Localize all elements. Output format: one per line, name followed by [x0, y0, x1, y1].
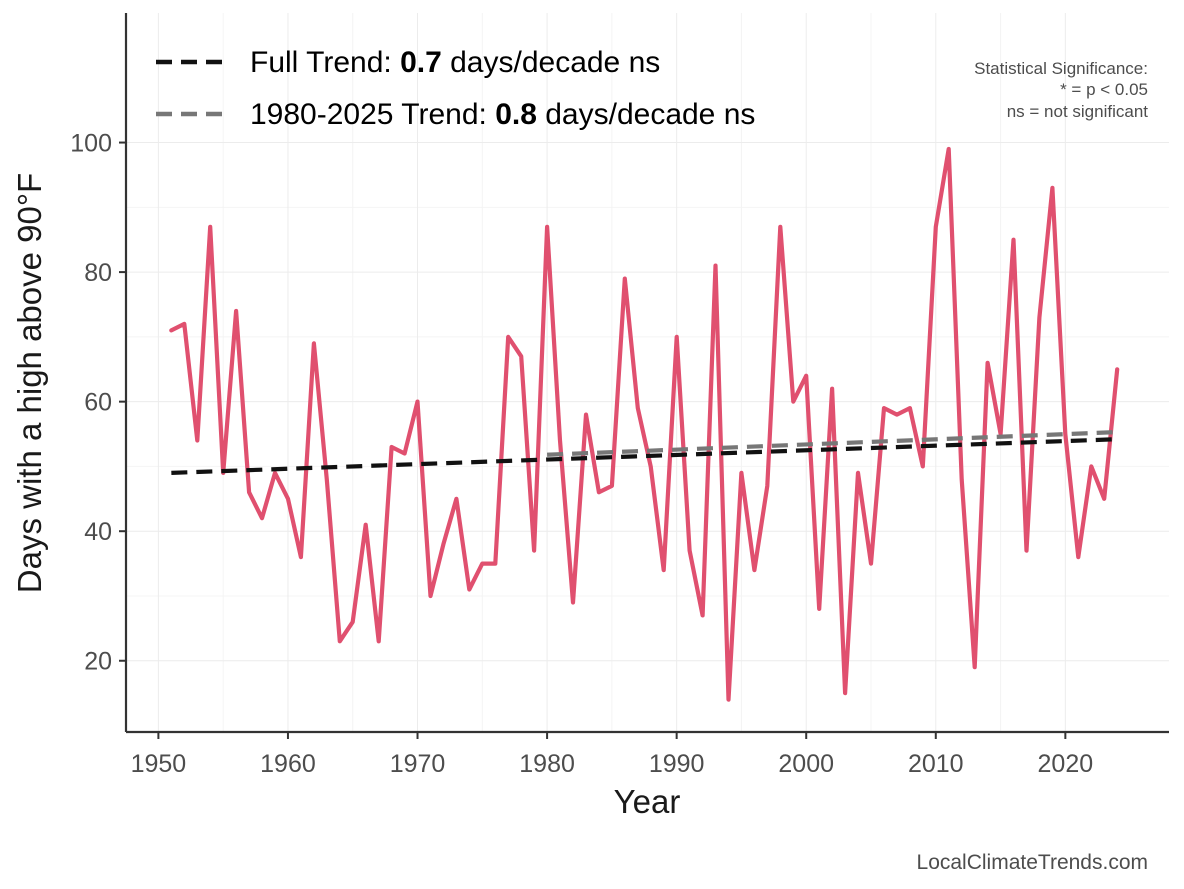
legend: Full Trend: 0.7 days/decade ns 1980-2025… [156, 46, 755, 131]
full-trend-line [171, 437, 1118, 475]
significance-star: * = p < 0.05 [1060, 80, 1148, 99]
y-tick-label: 100 [70, 130, 112, 158]
x-ticks: 1950 1960 1970 1980 1990 2000 2010 2020 [131, 732, 1094, 778]
legend-recent-trend-label: 1980-2025 Trend: 0.8 days/decade ns [250, 98, 755, 131]
y-axis-title: Days with a high above 90°F [11, 173, 48, 593]
x-tick-label: 2010 [908, 750, 964, 778]
x-axis-title: Year [614, 783, 681, 820]
y-tick-label: 40 [84, 518, 112, 546]
significance-title: Statistical Significance: [974, 59, 1148, 78]
y-tick-label: 20 [84, 648, 112, 676]
x-tick-label: 1980 [519, 750, 575, 778]
x-tick-label: 1950 [131, 750, 187, 778]
trend-layer [171, 429, 1118, 475]
x-tick-label: 1970 [390, 750, 446, 778]
x-tick-label: 2020 [1038, 750, 1094, 778]
x-tick-label: 1960 [260, 750, 316, 778]
y-tick-label: 60 [84, 389, 112, 417]
y-tick-label: 80 [84, 259, 112, 287]
recent-trend-line [547, 429, 1118, 457]
source-credit: LocalClimateTrends.com [917, 851, 1148, 874]
y-ticks: 20 40 60 80 100 [70, 130, 126, 676]
x-tick-label: 1990 [649, 750, 705, 778]
series-line [169, 146, 1120, 702]
significance-ns: ns = not significant [1007, 102, 1149, 121]
legend-full-trend-label: Full Trend: 0.7 days/decade ns [250, 46, 660, 79]
x-tick-label: 2000 [778, 750, 834, 778]
series-layer [169, 146, 1120, 702]
